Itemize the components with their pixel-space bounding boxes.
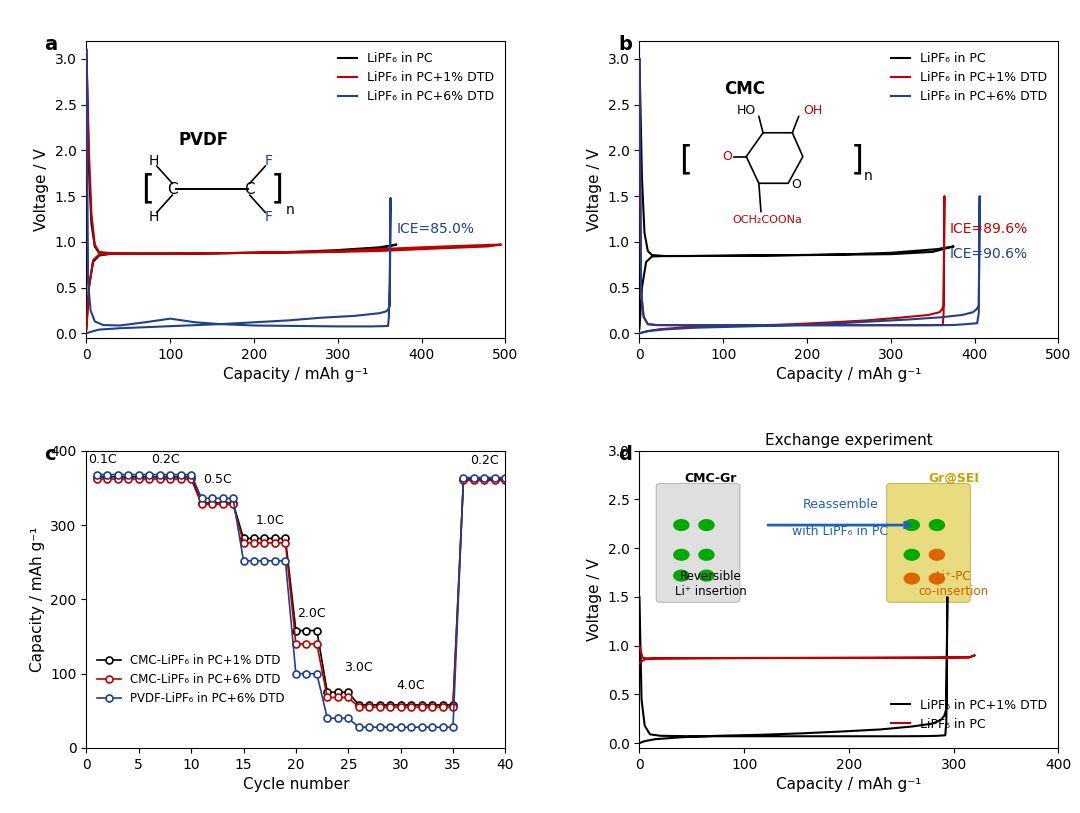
Circle shape: [699, 520, 714, 530]
X-axis label: Capacity / mAh g⁻¹: Capacity / mAh g⁻¹: [777, 777, 921, 792]
Text: 2.0C: 2.0C: [297, 607, 326, 620]
Text: PVDF: PVDF: [178, 131, 229, 149]
Text: H: H: [148, 211, 159, 224]
Circle shape: [699, 550, 714, 560]
Text: a: a: [44, 35, 57, 54]
Text: F: F: [265, 211, 272, 224]
X-axis label: Cycle number: Cycle number: [243, 777, 349, 792]
Title: Exchange experiment: Exchange experiment: [765, 433, 933, 448]
Y-axis label: Voltage / V: Voltage / V: [35, 148, 49, 231]
Text: 1.0C: 1.0C: [255, 514, 284, 527]
Text: with LiPF₆ in PC: with LiPF₆ in PC: [793, 524, 889, 537]
Text: n: n: [864, 169, 873, 183]
Circle shape: [930, 573, 944, 584]
Circle shape: [904, 520, 919, 530]
Text: [: [: [140, 172, 153, 206]
Text: [: [: [679, 143, 692, 176]
Text: 0.1C: 0.1C: [87, 453, 117, 466]
Legend: LiPF₆ in PC, LiPF₆ in PC+1% DTD, LiPF₆ in PC+6% DTD: LiPF₆ in PC, LiPF₆ in PC+1% DTD, LiPF₆ i…: [334, 47, 499, 108]
Text: HO: HO: [737, 104, 756, 117]
Text: ICE=85.0%: ICE=85.0%: [396, 222, 474, 236]
Text: ICE=89.6%: ICE=89.6%: [949, 222, 1028, 236]
Text: ]: ]: [270, 172, 284, 206]
Circle shape: [699, 570, 714, 581]
Circle shape: [930, 550, 944, 560]
Circle shape: [674, 570, 689, 581]
Text: C: C: [244, 182, 255, 197]
Text: ]: ]: [851, 143, 864, 176]
Circle shape: [674, 520, 689, 530]
FancyBboxPatch shape: [887, 484, 971, 602]
Text: Li⁺-PC
co-insertion: Li⁺-PC co-insertion: [919, 570, 988, 598]
FancyBboxPatch shape: [657, 484, 740, 602]
Text: CMC-Gr: CMC-Gr: [685, 472, 737, 485]
Text: 3.0C: 3.0C: [345, 661, 373, 674]
Text: CMC: CMC: [724, 80, 765, 98]
Text: d: d: [619, 445, 633, 464]
Circle shape: [904, 550, 919, 560]
Text: 0.2C: 0.2C: [470, 454, 499, 467]
Text: OH: OH: [804, 104, 823, 117]
Text: H: H: [148, 154, 159, 168]
Y-axis label: Voltage / V: Voltage / V: [588, 558, 603, 641]
Text: Gr@SEI: Gr@SEI: [928, 472, 980, 485]
Text: C: C: [167, 182, 177, 197]
Legend: LiPF₆ in PC, LiPF₆ in PC+1% DTD, LiPF₆ in PC+6% DTD: LiPF₆ in PC, LiPF₆ in PC+1% DTD, LiPF₆ i…: [887, 47, 1052, 108]
Text: 0.2C: 0.2C: [150, 453, 179, 466]
Circle shape: [674, 550, 689, 560]
Text: 0.5C: 0.5C: [203, 473, 232, 486]
Text: n: n: [285, 203, 294, 217]
Text: b: b: [619, 35, 633, 54]
Circle shape: [930, 520, 944, 530]
Circle shape: [904, 573, 919, 584]
Text: 4.0C: 4.0C: [396, 679, 426, 692]
Text: O: O: [792, 178, 801, 191]
Legend: LiPF₆ in PC+1% DTD, LiPF₆ in PC: LiPF₆ in PC+1% DTD, LiPF₆ in PC: [887, 693, 1052, 736]
Text: F: F: [265, 154, 272, 168]
Text: Reassemble: Reassemble: [802, 498, 878, 511]
Text: ICE=90.6%: ICE=90.6%: [949, 247, 1027, 261]
Y-axis label: Capacity / mAh g⁻¹: Capacity / mAh g⁻¹: [30, 527, 44, 672]
Text: c: c: [44, 445, 56, 464]
Legend: CMC-LiPF₆ in PC+1% DTD, CMC-LiPF₆ in PC+6% DTD, PVDF-LiPF₆ in PC+6% DTD: CMC-LiPF₆ in PC+1% DTD, CMC-LiPF₆ in PC+…: [92, 650, 289, 710]
X-axis label: Capacity / mAh g⁻¹: Capacity / mAh g⁻¹: [224, 367, 368, 382]
Text: OCH₂COONa: OCH₂COONa: [732, 215, 802, 225]
X-axis label: Capacity / mAh g⁻¹: Capacity / mAh g⁻¹: [777, 367, 921, 382]
Text: O: O: [723, 150, 732, 163]
Text: Reversible
Li⁺ insertion: Reversible Li⁺ insertion: [675, 570, 746, 598]
Y-axis label: Voltage / V: Voltage / V: [588, 148, 603, 231]
